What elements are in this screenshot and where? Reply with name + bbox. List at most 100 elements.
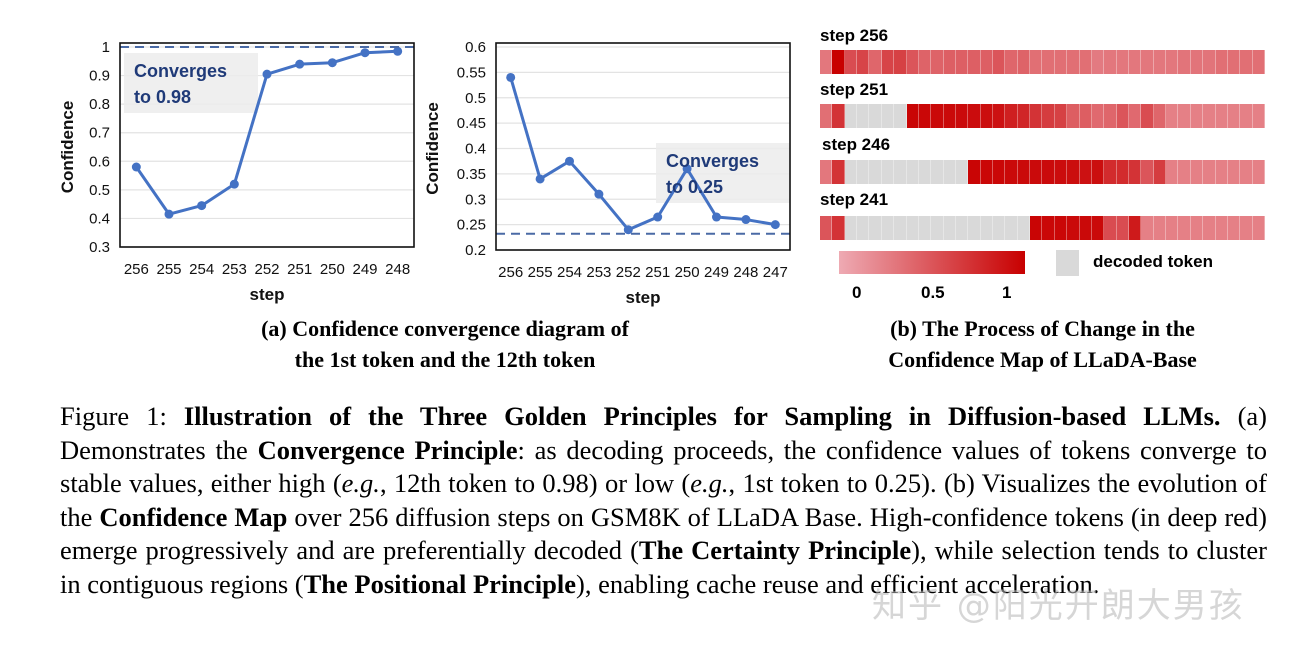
confidence-cell	[1104, 160, 1117, 184]
confidence-cell	[1141, 216, 1154, 240]
caption-italic: e.g.	[341, 468, 380, 499]
confidence-cell	[832, 216, 845, 240]
x-axis-title: step	[626, 288, 661, 307]
colorscale-legend-bar	[839, 251, 1025, 274]
decoded-token-cell	[881, 216, 895, 240]
caption-text: ), enabling cache reuse and efficient ac…	[576, 568, 1100, 599]
data-point	[131, 162, 141, 172]
chart-12th-token: 0.3 0.4 0.5 0.6 0.7 0.8 0.9 1 Converges to 0.98 25…	[58, 39, 415, 304]
decoded-token-cell	[881, 160, 895, 184]
heatmap-row	[820, 50, 1265, 74]
confidence-cell	[1166, 104, 1179, 128]
caption-bold-title: Illustration of the Three Golden Princip…	[183, 401, 1221, 431]
confidence-cell	[832, 50, 845, 74]
confidence-cell	[1203, 104, 1216, 128]
confidence-cell	[1203, 216, 1216, 240]
confidence-cell	[906, 104, 919, 128]
confidence-cell	[1153, 216, 1167, 240]
confidence-cell	[943, 104, 956, 128]
subcaption-a-line2: the 1st token and the 12th token	[294, 347, 596, 372]
confidence-cell	[1067, 160, 1080, 184]
caption-italic: e.g.	[690, 468, 729, 499]
confidence-cell	[1141, 104, 1154, 128]
confidence-cell	[1141, 160, 1154, 184]
x-tick-label: 251	[287, 261, 312, 278]
data-point	[327, 58, 337, 68]
heatmap-row	[820, 216, 1265, 240]
confidence-cell	[844, 50, 858, 74]
confidence-cell	[1166, 50, 1179, 74]
decoded-token-cell	[844, 104, 858, 128]
caption-bold-positional: The Positional Principle	[303, 568, 576, 599]
data-point	[682, 164, 692, 174]
decoded-token-cell	[1017, 216, 1031, 240]
confidence-cell	[906, 50, 919, 74]
confidence-cell	[1252, 50, 1265, 74]
decoded-token-cell	[857, 104, 870, 128]
confidence-cell	[993, 50, 1006, 74]
x-tick-label: 250	[675, 264, 700, 281]
confidence-cell	[1240, 160, 1253, 184]
annotation-box	[124, 53, 258, 113]
decoded-token-cell	[943, 216, 956, 240]
data-point	[741, 215, 751, 225]
heatmap-row-label: step 251	[820, 80, 889, 99]
confidence-cell	[1017, 50, 1031, 74]
subcaption-a: (a) Confidence convergence diagram of th…	[180, 313, 710, 375]
x-tick-label: 252	[616, 264, 641, 281]
x-tick-label: 255	[156, 261, 181, 278]
y-tick-label: 0.8	[89, 96, 110, 113]
confidence-cell	[1104, 104, 1117, 128]
heatmap-row-label: step 256	[820, 26, 889, 45]
confidence-cell	[1190, 216, 1204, 240]
confidence-cell	[1030, 160, 1043, 184]
data-point	[360, 48, 370, 58]
confidence-cell	[918, 104, 932, 128]
decoded-token-cell	[980, 216, 994, 240]
confidence-cell	[968, 50, 981, 74]
decoded-token-cell	[968, 216, 981, 240]
decoded-token-cell	[881, 104, 895, 128]
colorscale-tick-1: 1	[1002, 283, 1012, 302]
heatmap-row-label: step 241	[820, 190, 889, 209]
decoded-token-cell	[918, 160, 932, 184]
confidence-cell	[1203, 50, 1216, 74]
data-point	[197, 201, 207, 211]
confidence-cell	[931, 104, 944, 128]
confidence-cell	[1178, 216, 1191, 240]
confidence-cell	[1042, 104, 1055, 128]
caption-text: over 256 diffusion steps on GSM8K of LLa…	[60, 501, 1268, 566]
confidence-cell	[1252, 104, 1265, 128]
confidence-cell	[857, 50, 870, 74]
decoded-token-cell	[955, 160, 969, 184]
confidence-cell	[1116, 104, 1129, 128]
data-point	[262, 69, 272, 79]
confidence-cell	[1116, 50, 1129, 74]
data-point	[164, 209, 174, 219]
confidence-cell	[918, 50, 932, 74]
x-tick-label: 248	[385, 261, 410, 278]
confidence-cell	[1030, 216, 1043, 240]
x-tick-label: 255	[528, 264, 553, 281]
confidence-cell	[1042, 50, 1055, 74]
x-tick-label: 254	[557, 264, 582, 281]
y-tick-label: 0.2	[465, 242, 486, 259]
confidence-cell	[1067, 216, 1080, 240]
decoded-token-cell	[918, 216, 932, 240]
confidence-cell	[1178, 160, 1191, 184]
confidence-cell	[1190, 50, 1204, 74]
x-tick-label: 249	[704, 264, 729, 281]
decoded-token-cell	[906, 160, 919, 184]
x-tick-label: 248	[733, 264, 758, 281]
confidence-cell	[1128, 216, 1142, 240]
confidence-cell	[1079, 216, 1092, 240]
data-point	[623, 225, 633, 235]
confidence-cell	[1017, 160, 1031, 184]
confidence-cell	[1005, 160, 1018, 184]
confidence-cell	[1104, 50, 1117, 74]
heatmap-row-label: step 246	[822, 135, 891, 154]
decoded-token-cell	[906, 216, 919, 240]
confidence-cell	[980, 50, 994, 74]
data-point	[506, 72, 516, 82]
data-point	[393, 46, 403, 56]
